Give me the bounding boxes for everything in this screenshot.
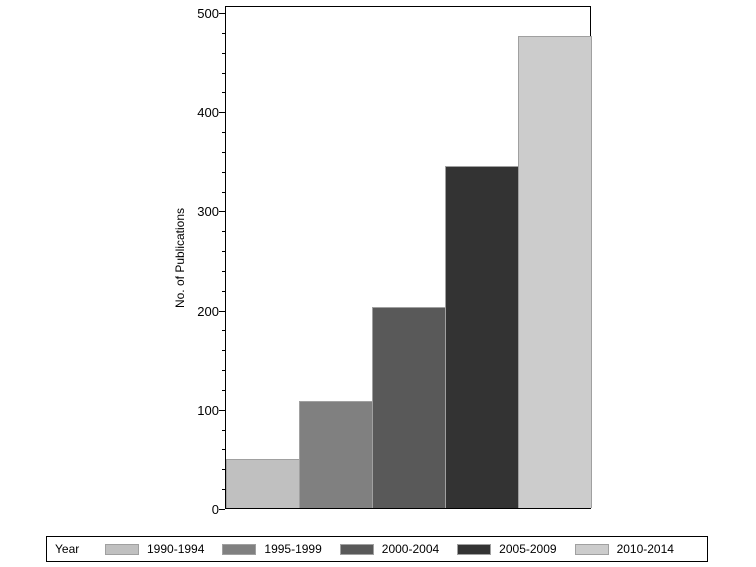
minor-tick <box>222 32 225 34</box>
minor-tick <box>222 469 225 471</box>
minor-tick <box>222 92 225 94</box>
legend: Year 1990-1994 1995-1999 2000-2004 2005-… <box>46 536 708 562</box>
plot-area <box>225 6 592 509</box>
minor-tick <box>222 270 225 272</box>
minor-tick <box>222 370 225 372</box>
legend-swatch <box>105 543 139 555</box>
y-tick-label: 200 <box>197 303 219 319</box>
minor-tick <box>222 389 225 391</box>
legend-swatch <box>574 543 609 555</box>
minor-tick <box>222 171 225 173</box>
legend-swatch <box>457 543 492 555</box>
minor-tick <box>222 231 225 233</box>
y-tick-label: 0 <box>211 502 219 517</box>
legend-item: 1995-1999 <box>222 542 322 556</box>
minor-tick <box>222 290 225 292</box>
legend-label: 2010-2014 <box>616 542 674 556</box>
bar-2005-2009 <box>445 165 519 508</box>
minor-tick <box>222 251 225 253</box>
major-tick <box>219 310 225 312</box>
y-tick-label: 400 <box>197 105 219 121</box>
legend-swatch <box>339 543 374 555</box>
minor-tick <box>222 350 225 352</box>
legend-label: 2005-2009 <box>499 542 557 556</box>
bar-2010-2014 <box>518 35 592 508</box>
major-tick <box>219 409 225 411</box>
legend-label: 1990-1994 <box>147 542 205 556</box>
bar-2000-2004 <box>372 306 446 508</box>
minor-tick <box>222 191 225 193</box>
legend-swatch <box>222 543 257 555</box>
major-tick <box>219 112 225 114</box>
minor-tick <box>222 52 225 54</box>
y-axis-title: No. of Publications <box>173 207 187 309</box>
minor-tick <box>222 72 225 74</box>
bar-1990-1994 <box>226 459 300 508</box>
minor-tick <box>222 449 225 451</box>
minor-tick <box>222 429 225 431</box>
legend-label: 1995-1999 <box>264 542 322 556</box>
minor-tick <box>222 151 225 153</box>
minor-tick <box>222 330 225 332</box>
legend-item: 2010-2014 <box>574 542 674 556</box>
minor-tick <box>222 132 225 134</box>
minor-tick <box>222 489 225 491</box>
legend-label: 2000-2004 <box>381 542 440 556</box>
legend-item: 2005-2009 <box>457 542 557 556</box>
y-tick-label: 100 <box>197 402 219 418</box>
major-tick <box>219 211 225 213</box>
legend-item: 1990-1994 <box>105 542 204 556</box>
major-tick <box>219 13 225 14</box>
y-tick-label: 500 <box>197 6 219 21</box>
y-tick-label: 300 <box>197 204 219 220</box>
legend-item: 2000-2004 <box>339 542 440 556</box>
legend-title: Year <box>55 542 80 556</box>
bar-1995-1999 <box>299 400 373 508</box>
major-tick <box>219 509 225 510</box>
